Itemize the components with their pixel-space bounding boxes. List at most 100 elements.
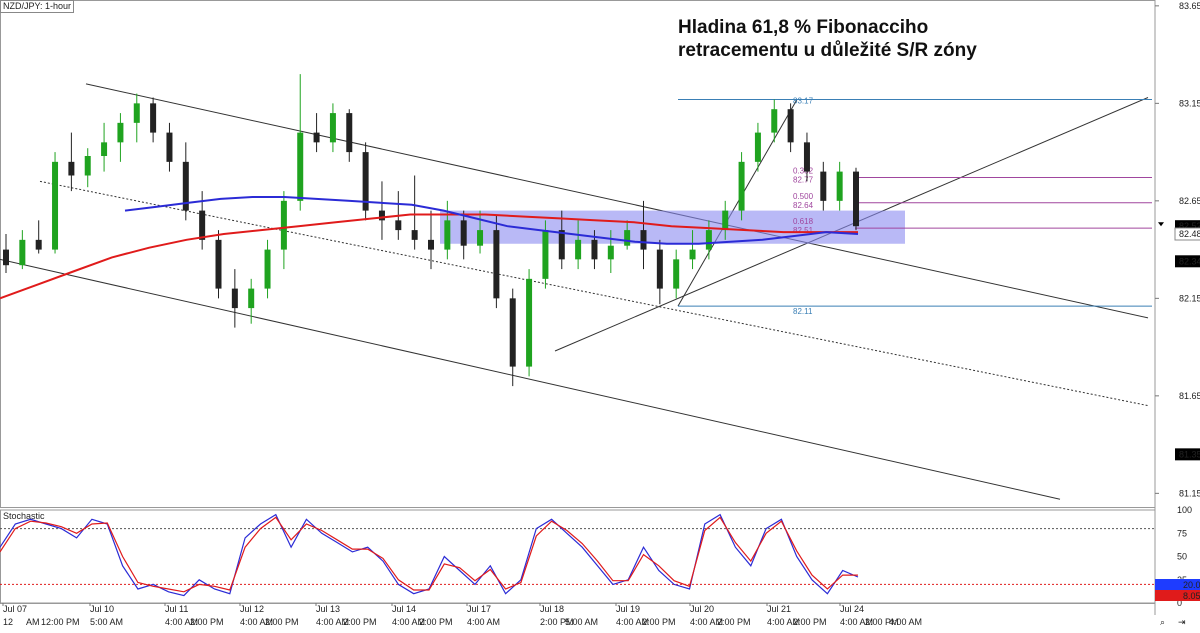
candle-body <box>803 142 810 172</box>
x-time-label: 4:00 AM <box>392 617 425 627</box>
x-time-label: 2:00 PM <box>419 617 453 627</box>
price-tick-label: 82.65 <box>1179 196 1200 206</box>
symbol-label: NZD/JPY: 1-hour <box>0 0 75 13</box>
candle-body <box>35 239 42 250</box>
price-tick-label: 81.15 <box>1179 488 1200 498</box>
candle-body <box>362 152 369 211</box>
price-badge-label: 82.34 <box>1179 256 1200 266</box>
candle-body <box>558 230 565 260</box>
x-time-label: 4:00 AM <box>240 617 273 627</box>
candle-body <box>738 161 745 211</box>
candle-body <box>493 230 500 299</box>
candle-body <box>853 171 859 227</box>
candle-body <box>313 132 320 143</box>
candle-body <box>820 171 827 201</box>
candle-body <box>526 278 533 367</box>
x-time-label: 5:00 AM <box>90 617 123 627</box>
x-time-label: 2:00 PM <box>343 617 377 627</box>
x-date-label: Jul 20 <box>690 604 714 614</box>
x-time-label: 12 <box>3 617 13 627</box>
candle-body <box>656 249 663 289</box>
x-time-label: 2:00 PM <box>865 617 899 627</box>
stochastic-tick-label: 100 <box>1177 505 1192 515</box>
candle-body <box>754 132 761 162</box>
candle-body <box>117 122 124 143</box>
candle-body <box>624 230 631 246</box>
candle-body <box>199 210 206 240</box>
price-tick-label: 83.15 <box>1179 98 1200 108</box>
price-tick-label: 83.65 <box>1179 1 1200 11</box>
candle-body <box>607 245 614 260</box>
price-tick-label: 82.15 <box>1179 293 1200 303</box>
candle-body <box>722 210 729 231</box>
sma-red-line <box>0 213 858 300</box>
chart-annotation: Hladina 61,8 % Fibonacciho retracementu … <box>678 16 977 62</box>
stochastic-badge <box>1155 579 1200 590</box>
arrow-right-icon: ⇥ <box>1178 617 1186 627</box>
candle-body <box>231 288 238 309</box>
stochastic-tick-label: 75 <box>1177 528 1187 538</box>
channel-lower-line <box>0 258 1061 500</box>
candle-body <box>378 210 385 221</box>
candle-body <box>84 156 91 176</box>
candle-body <box>673 259 680 289</box>
x-date-label: Jul 13 <box>316 604 340 614</box>
price-tick-label: 81.65 <box>1179 391 1200 401</box>
candle-body <box>411 230 418 240</box>
channel-upper-line <box>85 83 1149 319</box>
fib-ratio-label: 0.618 <box>793 217 814 226</box>
fib-price-label: 82.51 <box>793 226 814 235</box>
candle-body <box>215 239 222 289</box>
stochastic-title: Stochastic <box>3 511 45 521</box>
x-date-label: Jul 07 <box>3 604 27 614</box>
candle-body <box>460 220 467 246</box>
candle-body <box>428 239 434 250</box>
candle-body <box>575 239 582 260</box>
x-date-label: Jul 19 <box>616 604 640 614</box>
candle-body <box>280 200 287 250</box>
x-date-label: Jul 17 <box>467 604 491 614</box>
x-date-label: Jul 12 <box>240 604 264 614</box>
candle-body <box>19 239 26 266</box>
candle-body <box>329 113 336 143</box>
x-time-label: 4:00 AM <box>690 617 723 627</box>
candle-body <box>689 249 696 260</box>
x-time-label: 5:00 AM <box>565 617 598 627</box>
candle-body <box>150 103 157 133</box>
candle-body <box>787 109 794 143</box>
x-time-label: 2:00 PM <box>540 617 574 627</box>
candle-body <box>771 109 778 133</box>
channel-mid-dotted-line <box>39 180 1149 407</box>
candle-body <box>182 161 189 211</box>
x-date-label: Jul 11 <box>165 604 188 614</box>
candle-body <box>640 230 647 250</box>
candle-body <box>509 298 516 367</box>
fib-low-label: 82.11 <box>793 307 813 316</box>
fib-high-label: 83.17 <box>793 96 814 105</box>
annotation-line-2: retracementu u důležité S/R zóny <box>678 40 977 61</box>
stochastic-badge <box>1155 590 1200 601</box>
candle-body <box>52 161 59 250</box>
x-time-label: 2:00 PM <box>642 617 676 627</box>
stochastic-tick-label: 50 <box>1177 552 1187 562</box>
candle-body <box>836 171 843 201</box>
x-date-label: Jul 21 <box>767 604 791 614</box>
fib-price-label: 82.64 <box>793 201 814 210</box>
stochastic-badge-label: 8.05 <box>1183 591 1200 601</box>
x-time-label: 4:00 AM <box>889 617 922 627</box>
fib-price-label: 82.77 <box>793 175 814 184</box>
candle-body <box>166 132 173 162</box>
candle-body <box>395 220 402 231</box>
candle-body <box>101 142 108 156</box>
x-time-label: 4:00 AM <box>316 617 349 627</box>
price-badge <box>1175 255 1200 268</box>
candle-body <box>68 161 75 176</box>
candle-body <box>346 113 353 153</box>
stochastic-badge-label: 20.08 <box>1183 580 1200 590</box>
x-time-label: 4:00 AM <box>840 617 873 627</box>
x-time-label: 12:00 PM <box>41 617 80 627</box>
fib-ratio-label: 0.500 <box>793 192 814 201</box>
magnifier-icon: ⌕ <box>1160 617 1165 627</box>
price-badge <box>1174 227 1200 241</box>
